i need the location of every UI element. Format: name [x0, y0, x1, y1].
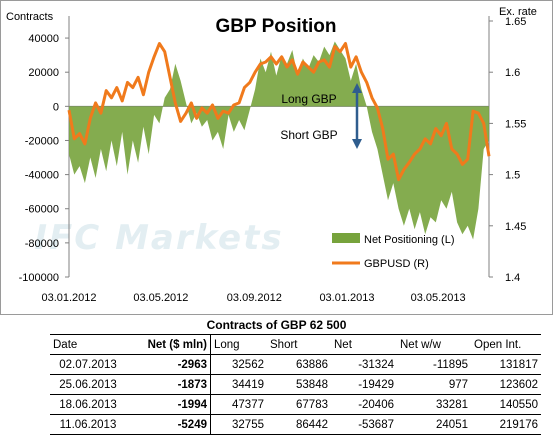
- table-cell: 63886: [267, 354, 331, 375]
- table-cell: 131817: [471, 354, 541, 375]
- left-tick-label: -80000: [25, 238, 59, 250]
- table-cell: -31324: [331, 354, 397, 375]
- table-cell: -11895: [397, 354, 471, 375]
- chart-frame: IFC Markets 40000 20000 0 -20000 -40000 -60000…: [0, 0, 553, 315]
- table-body: 02.07.2013 -2963 32562 63886 -31324 -11895 131…: [50, 354, 541, 435]
- table-cell: -5249: [126, 414, 211, 435]
- table-row: 02.07.2013 -2963 32562 63886 -31324 -11895 131…: [50, 354, 541, 375]
- watermark-logo: IFC Markets: [34, 218, 283, 258]
- table-cell: 977: [397, 374, 471, 395]
- table-cell: 02.07.2013: [50, 354, 126, 375]
- table-cell: 32755: [210, 414, 267, 435]
- table-cell: -1873: [126, 374, 211, 395]
- table-cell: 18.06.2013: [50, 394, 126, 415]
- x-tick-label: 03.05.2012: [133, 292, 188, 304]
- column-header: Long: [210, 334, 267, 355]
- gbpusd-line: [67, 42, 491, 182]
- table-cell: -20406: [331, 394, 397, 415]
- table-cell: 33281: [397, 394, 471, 415]
- right-tick-label: 1.6: [505, 67, 520, 79]
- table-cell: 24051: [397, 414, 471, 435]
- table-cell: 67783: [267, 394, 331, 415]
- positions-table: Date Net ($ mln) Long Short Net Net w/w Open I…: [50, 334, 541, 435]
- table-cell: 25.06.2013: [50, 374, 126, 395]
- arrow-head-down: [352, 139, 362, 149]
- annotation-long-gbp: Long GBP: [281, 92, 336, 106]
- left-tick-label: -100000: [19, 272, 59, 284]
- left-tick-label: -40000: [25, 170, 59, 182]
- legend-swatch-net: [332, 233, 360, 243]
- arrow-head-up: [352, 83, 362, 93]
- column-header: Open Int.: [471, 334, 541, 355]
- column-header: Net ($ mln): [126, 334, 211, 355]
- left-tick-label: 0: [53, 101, 59, 113]
- chart-title: GBP Position: [215, 16, 336, 37]
- right-tick-label: 1.45: [505, 221, 526, 233]
- left-tick-label: -60000: [25, 204, 59, 216]
- table-cell: -1994: [126, 394, 211, 415]
- y-left-axis-label: Contracts: [6, 11, 54, 23]
- table-cell: 53848: [267, 374, 331, 395]
- table-header-row: Date Net ($ mln) Long Short Net Net w/w Open I…: [50, 334, 541, 355]
- table-cell: -2963: [126, 354, 211, 375]
- table-row: 25.06.2013 -1873 34419 53848 -19429 977 123602: [50, 374, 541, 395]
- annotation-short-gbp: Short GBP: [280, 128, 337, 142]
- x-tick-label: 03.01.2013: [319, 292, 374, 304]
- column-header: Net w/w: [397, 334, 471, 355]
- table-cell: 47377: [210, 394, 267, 415]
- table-cell: 86442: [267, 414, 331, 435]
- left-tick-label: 20000: [28, 67, 59, 79]
- right-tick-label: 1.4: [505, 272, 520, 284]
- table-cell: -19429: [331, 374, 397, 395]
- column-header-date: Date: [50, 334, 126, 355]
- x-tick-label: 03.05.2013: [411, 292, 466, 304]
- legend-label-gbpusd: GBPUSD (R): [364, 258, 429, 270]
- table-cell: -53687: [331, 414, 397, 435]
- table-cell: 11.06.2013: [50, 414, 126, 435]
- left-tick-label: 40000: [28, 33, 59, 45]
- x-tick-label: 03.09.2012: [227, 292, 282, 304]
- y-right-axis-label: Ex. rate: [499, 6, 537, 18]
- table-cell: 123602: [471, 374, 541, 395]
- table-cell: 34419: [210, 374, 267, 395]
- right-tick-label: 1.65: [505, 16, 526, 28]
- right-tick-label: 1.5: [505, 170, 520, 182]
- table-cell: 219176: [471, 414, 541, 435]
- gbp-position-chart: IFC Markets 40000 20000 0 -20000 -40000 -60000…: [6, 6, 537, 304]
- table-cell: 140550: [471, 394, 541, 415]
- x-tick-label: 03.01.2012: [41, 292, 96, 304]
- table-title: Contracts of GBP 62 500: [206, 318, 347, 332]
- column-header: Net: [331, 334, 397, 355]
- table-row: 18.06.2013 -1994 47377 67783 -20406 33281 1405…: [50, 394, 541, 415]
- table-row: 11.06.2013 -5249 32755 86442 -53687 24051 2191…: [50, 414, 541, 435]
- column-header: Short: [267, 334, 331, 355]
- left-tick-label: -20000: [25, 135, 59, 147]
- right-tick-label: 1.55: [505, 118, 526, 130]
- table-cell: 32562: [210, 354, 267, 375]
- legend-label-net: Net Positioning (L): [364, 234, 455, 246]
